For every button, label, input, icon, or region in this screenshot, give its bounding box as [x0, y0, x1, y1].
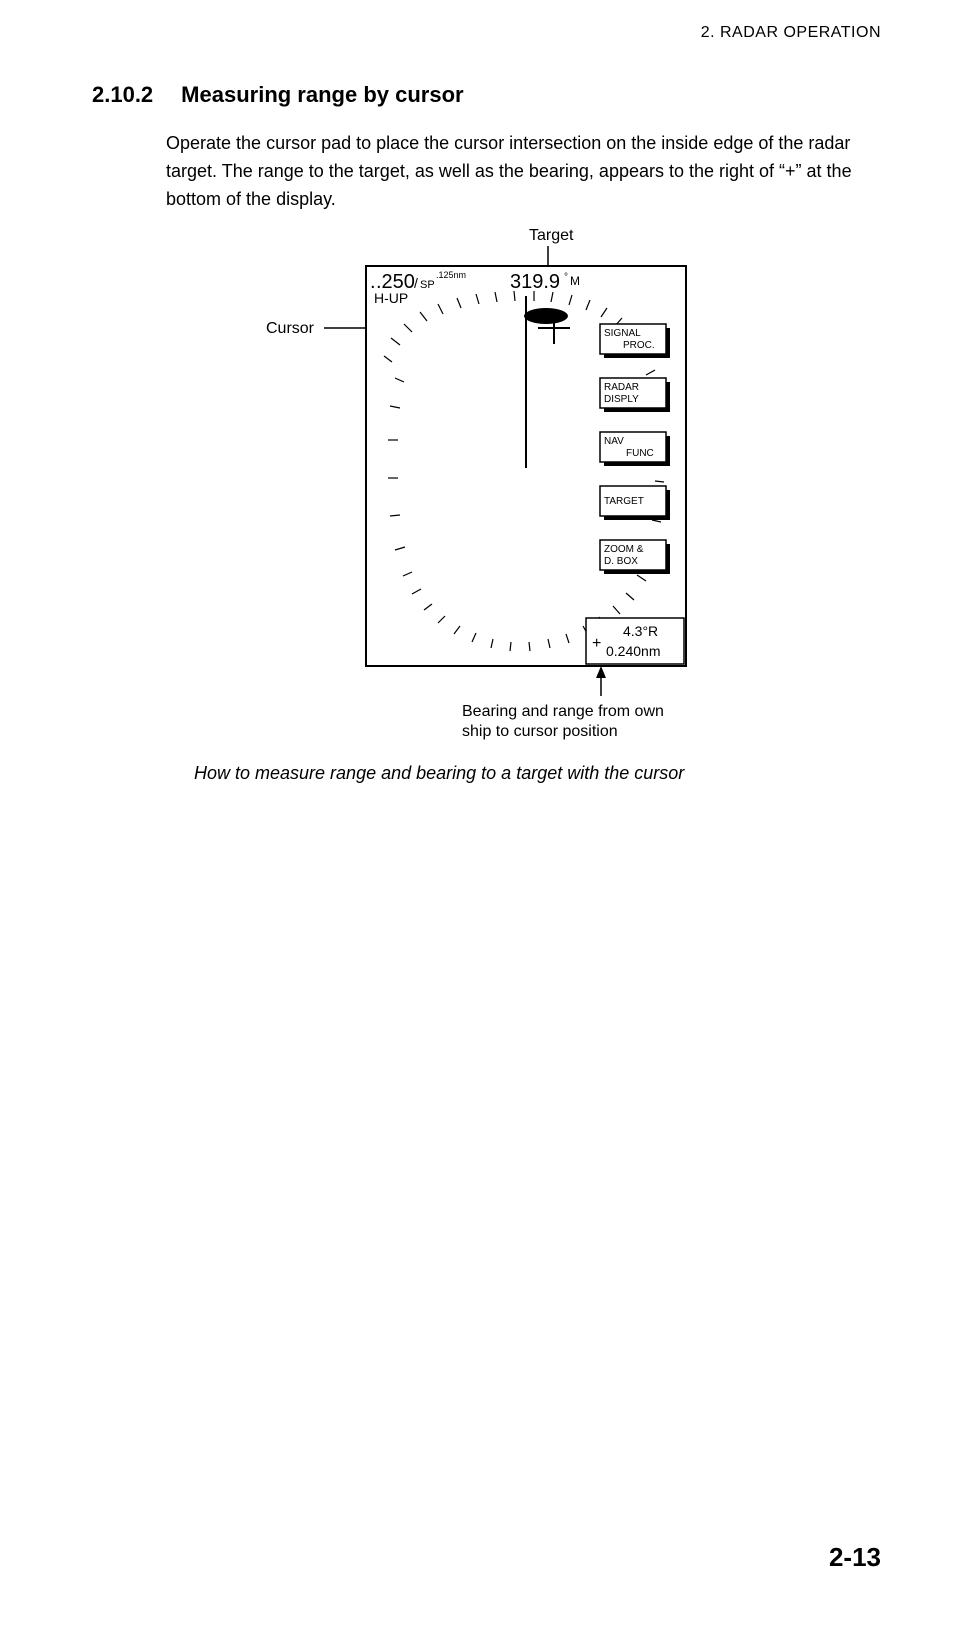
range-unit: .125nm [436, 270, 466, 280]
section-title: Measuring range by cursor [181, 82, 463, 108]
target-label: Target [529, 228, 574, 244]
chapter-label: 2. RADAR OPERATION [701, 24, 881, 41]
readout-bearing: 4.3°R [623, 623, 658, 639]
softkey-nav-func[interactable]: NAV FUNC [600, 432, 670, 466]
readout-range: 0.240nm [606, 643, 660, 659]
softkey-zoom-dbox[interactable]: ZOOM & D. BOX [600, 540, 670, 574]
softkey-2-line1: NAV [604, 436, 624, 447]
heading-suffix: M [570, 274, 580, 288]
section-number: 2.10.2 [92, 82, 153, 108]
readout-arrowhead-icon [596, 666, 606, 678]
range-sep: / [414, 275, 418, 291]
softkey-signal-proc[interactable]: SIGNAL PROC. [600, 324, 670, 358]
radar-diagram-svg: Target Cursor . .250 / SP .125nm H-UP 31… [166, 228, 866, 748]
caption-text: How to measure range and bearing to a ta… [194, 763, 684, 783]
page-header: 2. RADAR OPERATION [701, 24, 881, 42]
softkey-1-line1: RADAR [604, 382, 639, 393]
annotation-line1: Bearing and range from own [462, 703, 664, 720]
body-paragraph: Operate the cursor pad to place the curs… [166, 130, 881, 214]
paragraph-text: Operate the cursor pad to place the curs… [166, 133, 852, 209]
softkey-0-line1: SIGNAL [604, 328, 641, 339]
page-number: 2-13 [829, 1542, 881, 1573]
heading-value: 319.9 [510, 271, 560, 293]
heading-deg: ° [564, 272, 568, 283]
softkey-3-line1: TARGET [604, 496, 644, 507]
page-number-text: 2-13 [829, 1542, 881, 1572]
softkey-4-line2: D. BOX [604, 556, 638, 567]
annotation-line2: ship to cursor position [462, 723, 618, 740]
readout-plus: + [592, 635, 601, 652]
softkey-4-line1: ZOOM & [604, 544, 644, 555]
section-heading: 2.10.2 Measuring range by cursor [92, 82, 464, 108]
cursor-readout: + 4.3°R 0.240nm [586, 618, 684, 664]
softkey-1-line2: DISPLY [604, 394, 639, 405]
softkey-2-line2: FUNC [626, 448, 654, 459]
cursor-label: Cursor [266, 320, 315, 337]
figure-caption: How to measure range and bearing to a ta… [194, 763, 684, 784]
radar-mode: H-UP [374, 290, 408, 306]
softkey-0-line2: PROC. [623, 340, 655, 351]
target-echo [524, 308, 568, 324]
softkey-target[interactable]: TARGET [600, 486, 670, 520]
figure: Target Cursor . .250 / SP .125nm H-UP 31… [166, 228, 866, 748]
range-pulse: SP [420, 279, 435, 291]
softkey-radar-disply[interactable]: RADAR DISPLY [600, 378, 670, 412]
